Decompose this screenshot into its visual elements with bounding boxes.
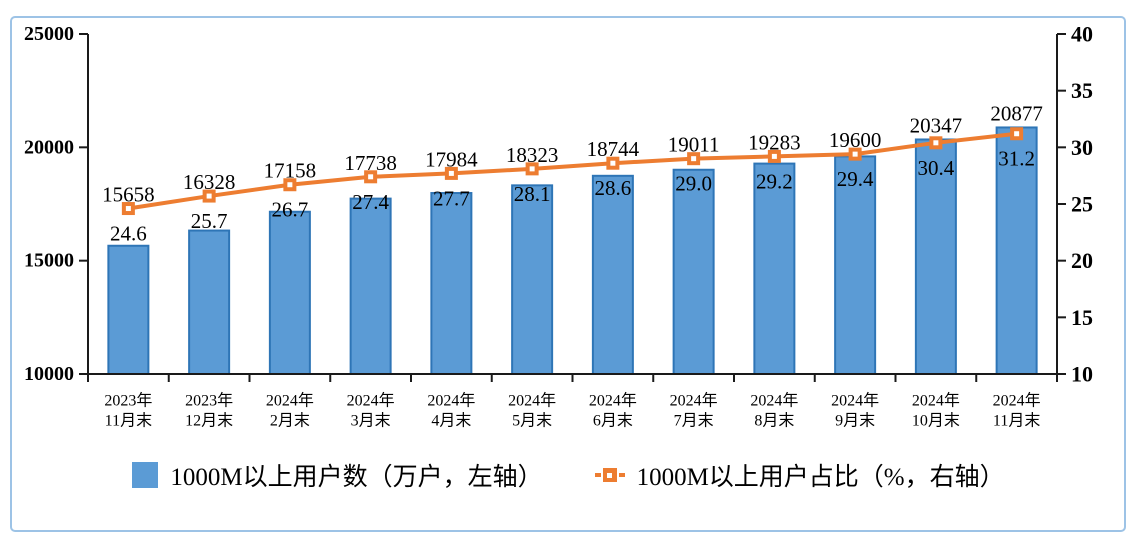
x-axis-label-month: 10月末 [912, 412, 960, 430]
line-marker-center [448, 170, 454, 176]
line-value-label: 28.1 [514, 182, 551, 206]
bar-value-label: 19283 [748, 130, 801, 154]
bar-value-label: 19011 [668, 133, 720, 157]
x-axis-label-year: 2023年 [104, 392, 152, 410]
line-marker-center [691, 156, 697, 162]
line-marker-center [287, 182, 293, 188]
bar-value-label: 19600 [829, 128, 882, 152]
line-marker-dash-right [618, 473, 625, 477]
line-value-label: 25.7 [191, 209, 228, 233]
x-axis-label-year: 2024年 [993, 392, 1041, 410]
line-marker-center [206, 193, 212, 199]
x-axis-label-month: 4月末 [431, 412, 471, 430]
line-value-label: 29.2 [756, 169, 793, 193]
x-axis-label-year: 2024年 [750, 392, 798, 410]
bar [672, 168, 715, 375]
x-axis-label-month: 11月末 [993, 412, 1040, 430]
bar-value-label: 17738 [344, 151, 397, 175]
right-axis-tick-label: 20 [1071, 248, 1093, 273]
line-marker-dash-left [594, 473, 601, 477]
x-axis-label-month: 11月末 [105, 412, 152, 430]
line-value-label: 29.4 [837, 167, 874, 191]
left-axis-tick-label: 10000 [24, 363, 74, 385]
bar [107, 244, 150, 375]
line-marker-center [933, 140, 939, 146]
line-value-label: 27.4 [352, 190, 389, 214]
bar-value-label: 15658 [102, 183, 155, 207]
bar-value-label: 18323 [506, 143, 559, 167]
line-value-label: 29.0 [675, 172, 712, 196]
bar-value-label: 17984 [425, 147, 478, 171]
x-axis-label-year: 2024年 [831, 392, 879, 410]
x-axis-label-month: 7月末 [674, 412, 714, 430]
line-marker-center [1014, 131, 1020, 137]
bar [591, 174, 634, 375]
line-value-label: 27.7 [433, 186, 470, 210]
bar [188, 229, 231, 375]
left-axis-tick-label: 25000 [24, 23, 74, 45]
line-marker-center [125, 206, 131, 212]
bar-series-swatch-icon [132, 462, 159, 488]
line-series-label: 1000M以上用户占比（%，右轴） [636, 464, 1005, 491]
legend-item-bar-series: 1000M以上用户数（万户，左轴） [132, 457, 543, 493]
line-marker-center [852, 151, 858, 157]
right-axis-tick-label: 25 [1071, 192, 1093, 217]
bar [349, 197, 392, 375]
right-axis-tick-label: 40 [1071, 22, 1093, 47]
x-axis-label-month: 2月末 [270, 412, 310, 430]
line-marker-center [529, 166, 535, 172]
x-axis-label-year: 2024年 [589, 392, 637, 410]
line-value-label: 31.2 [998, 147, 1035, 171]
line-value-label: 28.6 [595, 176, 632, 200]
line-marker-center [771, 153, 777, 159]
line-series-marker-icon [594, 468, 625, 482]
bar [753, 162, 796, 375]
x-axis-label-year: 2023年 [185, 392, 233, 410]
x-axis-label-year: 2024年 [347, 392, 395, 410]
x-axis-label-year: 2024年 [427, 392, 475, 410]
x-axis-label-month: 8月末 [754, 412, 794, 430]
x-axis-label-month: 3月末 [351, 412, 391, 430]
x-axis-label-month: 6月末 [593, 412, 633, 430]
legend: 1000M以上用户数（万户，左轴） 1000M以上用户占比（%，右轴） [60, 457, 1077, 493]
legend-item-line-series: 1000M以上用户占比（%，右轴） [594, 457, 1005, 493]
bar-value-label: 18744 [587, 137, 640, 161]
bar [511, 184, 554, 375]
line-marker-center [610, 160, 616, 166]
line-marker-square [602, 468, 617, 482]
bar [268, 210, 311, 375]
x-axis-label-month: 5月末 [512, 412, 552, 430]
x-axis-label-month: 9月末 [835, 412, 875, 430]
x-axis-label-year: 2024年 [912, 392, 960, 410]
x-axis-label-year: 2024年 [670, 392, 718, 410]
left-axis-tick-label: 20000 [24, 136, 74, 158]
right-axis-tick-label: 35 [1071, 78, 1093, 103]
left-axis-tick-label: 15000 [24, 250, 74, 272]
line-value-label: 30.4 [918, 156, 955, 180]
right-axis-tick-label: 15 [1071, 305, 1093, 330]
x-axis-label-month: 12月末 [185, 412, 233, 430]
right-axis-tick-label: 30 [1071, 135, 1093, 160]
bar-value-label: 17158 [264, 159, 317, 183]
line-value-label: 24.6 [110, 222, 147, 246]
bar [834, 155, 877, 375]
right-axis-tick-label: 10 [1071, 362, 1093, 387]
bar [914, 138, 957, 375]
x-axis-label-year: 2024年 [266, 392, 314, 410]
bar [430, 192, 473, 375]
bar-value-label: 20347 [910, 113, 963, 137]
x-axis-label-year: 2024年 [508, 392, 556, 410]
percentage-line [128, 131, 1017, 211]
bar-value-label: 20877 [990, 101, 1043, 125]
line-value-label: 26.7 [272, 198, 309, 222]
bar-value-label: 16328 [183, 170, 236, 194]
bar-series-label: 1000M以上用户数（万户，左轴） [170, 464, 543, 491]
line-marker-center [368, 174, 374, 180]
